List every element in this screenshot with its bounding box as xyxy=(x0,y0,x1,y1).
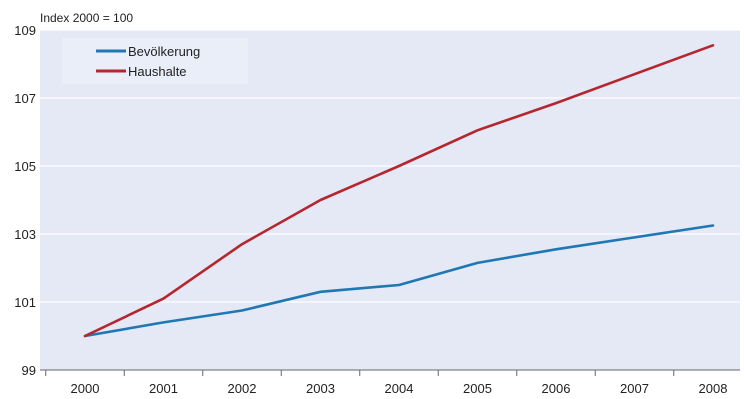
series-line-bevölkerung xyxy=(83,224,715,338)
x-tick-label-2000: 2000 xyxy=(71,381,100,396)
legend-label-bevölkerung: Bevölkerung xyxy=(128,44,200,59)
legend-box xyxy=(62,38,248,84)
y-tick-label-105: 105 xyxy=(14,159,36,174)
series-line-haushalte xyxy=(83,43,715,338)
y-tick-label-101: 101 xyxy=(14,295,36,310)
x-tick-label-2005: 2005 xyxy=(463,381,492,396)
y-tick-label-99: 99 xyxy=(22,363,36,378)
x-axis-labels: 2000 2001 2002 2003 2004 2005 2006 2007 2008 xyxy=(71,381,728,396)
x-tick-label-2008: 2008 xyxy=(699,381,728,396)
x-tick-label-2004: 2004 xyxy=(385,381,414,396)
y-tick-label-103: 103 xyxy=(14,227,36,242)
y-axis-title: Index 2000 = 100 xyxy=(40,11,133,25)
x-axis-ticks xyxy=(45,370,675,376)
plot-area xyxy=(40,30,740,370)
x-tick-label-2006: 2006 xyxy=(542,381,571,396)
y-tick-label-109: 109 xyxy=(14,23,36,38)
legend: Bevölkerung Haushalte xyxy=(96,44,200,79)
legend-label-haushalte: Haushalte xyxy=(128,64,187,79)
x-tick-label-2003: 2003 xyxy=(306,381,335,396)
x-tick-label-2002: 2002 xyxy=(228,381,257,396)
y-tick-label-107: 107 xyxy=(14,91,36,106)
x-tick-label-2007: 2007 xyxy=(620,381,649,396)
series-lines xyxy=(83,43,715,338)
y-axis-labels: 99 101 103 105 107 109 xyxy=(14,23,36,378)
x-tick-label-2001: 2001 xyxy=(149,381,178,396)
